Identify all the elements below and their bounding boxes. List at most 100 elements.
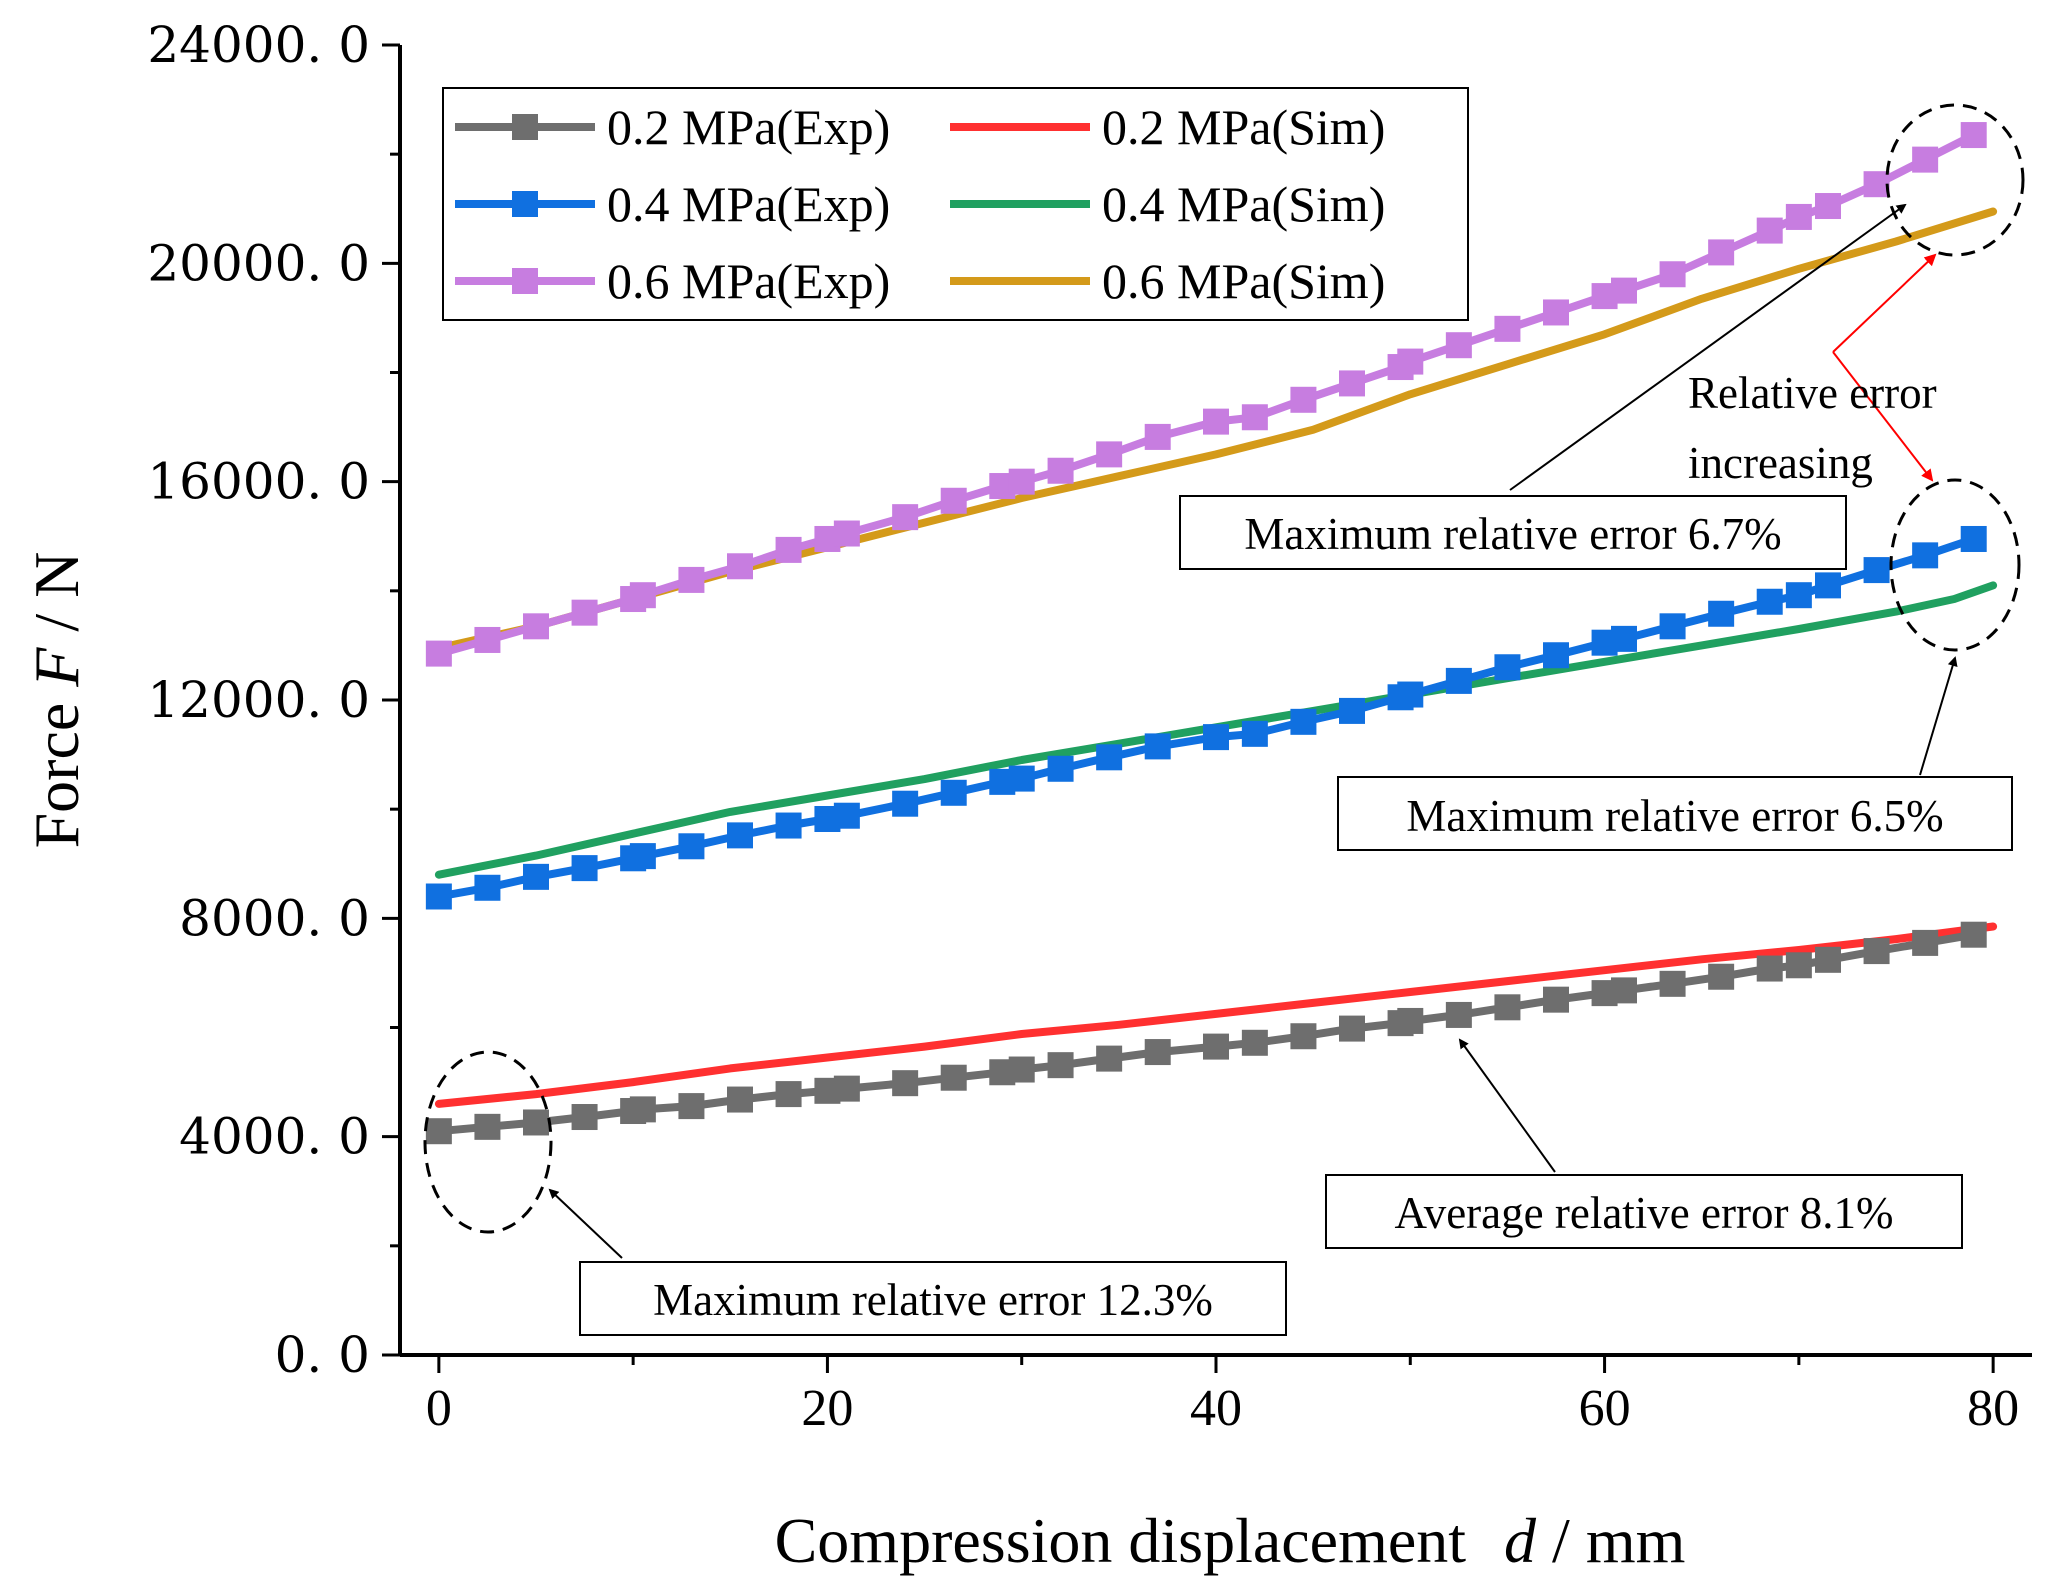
legend-items: 0.2 MPa(Exp) 0.2 MPa(Sim) 0.4 MPa(Exp) 0.4 … (455, 99, 1385, 309)
data-point (1960, 525, 1987, 552)
data-point (678, 833, 705, 860)
legend-item: 0.4 MPa(Exp) (455, 176, 890, 232)
y-axis-title: Force F / N (21, 552, 92, 849)
series-0-2-mpa-exp- (425, 921, 1987, 1145)
data-point (425, 883, 452, 910)
data-point (1785, 952, 1812, 979)
legend-label: 0.2 MPa(Exp) (607, 99, 890, 155)
x-axis-title-var: d (1504, 1505, 1537, 1576)
data-point (1397, 348, 1424, 375)
annotation-relative-increasing: Relative error increasing (1688, 368, 1937, 488)
x-tick-label: 60 (1579, 1380, 1631, 1437)
data-point (1445, 332, 1472, 359)
data-point (1096, 744, 1123, 771)
legend-item: 0.4 MPa(Sim) (950, 176, 1385, 232)
data-point (571, 855, 598, 882)
data-point (1290, 1023, 1317, 1050)
annotation-text: Maximum relative error 6.5% (1406, 791, 1943, 841)
data-point (1008, 1056, 1035, 1083)
data-point (629, 843, 656, 870)
data-point (1096, 1045, 1123, 1072)
legend-item: 0.2 MPa(Sim) (950, 99, 1385, 155)
series-0-6-mpa-exp- (425, 122, 1987, 667)
arrow-6-7 (1509, 203, 1907, 491)
data-point (833, 1075, 860, 1102)
data-point (571, 1104, 598, 1131)
data-point (1397, 681, 1424, 708)
data-point (775, 812, 802, 839)
arrow-8-1 (1458, 1038, 1556, 1173)
data-point (1708, 239, 1735, 266)
x-axis-ticks: 0 20 40 60 80 (426, 1355, 2019, 1437)
data-point (775, 536, 802, 563)
y-tick-label: 4000. 0 (179, 1108, 370, 1166)
data-point (892, 1070, 919, 1097)
annotation-text: Average relative error 8.1% (1395, 1188, 1894, 1238)
data-point (523, 1109, 549, 1136)
ellipse-low-start (423, 1050, 553, 1234)
data-point (727, 553, 753, 580)
data-point (1611, 977, 1637, 1004)
data-point (1047, 1052, 1074, 1079)
data-point (1756, 588, 1783, 615)
x-axis-title-suffix: / mm (1552, 1505, 1685, 1576)
ellipse-mid-end (1889, 478, 2021, 652)
ellipse-high-end (1885, 103, 2025, 257)
x-axis-title-prefix: Compression displacement (775, 1505, 1467, 1576)
legend-label: 0.4 MPa(Exp) (607, 176, 890, 232)
data-point (1203, 724, 1229, 751)
data-point (1912, 929, 1939, 956)
data-point (1144, 1039, 1171, 1066)
data-point (1543, 642, 1569, 669)
annotation-text: Maximum relative error 12.3% (653, 1275, 1213, 1325)
y-tick-label: 0. 0 (275, 1326, 370, 1384)
series-line (434, 581, 1998, 879)
data-point (1241, 1029, 1268, 1056)
legend-label: 0.4 MPa(Sim) (1102, 176, 1385, 232)
x-axis-title: Compression displacement d / mm (775, 1505, 1686, 1576)
y-axis-ticks: 0. 0 4000. 0 8000. 0 12000. 0 16000. 0 20000.… (147, 16, 400, 1384)
data-point (1339, 1015, 1365, 1042)
series-0-4-mpa-sim- (434, 581, 1998, 879)
x-tick-label: 0 (426, 1380, 452, 1437)
data-point (727, 1086, 753, 1113)
data-point (1008, 765, 1035, 792)
data-point (474, 1113, 501, 1140)
series-line (434, 930, 1978, 1136)
y-tick-label: 12000. 0 (147, 671, 370, 729)
data-point (1785, 203, 1812, 230)
annotation-max-6-7: Maximum relative error 6.7% (1179, 495, 1847, 570)
series-layer (425, 122, 1998, 1145)
data-point (1397, 1007, 1424, 1034)
annotation-max-6-5: Maximum relative error 6.5% (1337, 776, 2013, 851)
data-point (1659, 261, 1686, 288)
y-tick-label: 24000. 0 (147, 16, 370, 74)
data-point (629, 582, 656, 609)
data-point (425, 640, 452, 667)
data-point (1815, 572, 1841, 599)
data-point (1543, 986, 1569, 1013)
data-point (1785, 582, 1812, 609)
data-point (1241, 404, 1268, 431)
data-point (678, 566, 705, 593)
data-point (1543, 299, 1569, 326)
arrow-6-5 (1919, 656, 1958, 776)
data-point (940, 1064, 967, 1091)
data-point (1290, 386, 1317, 413)
data-point (940, 487, 967, 514)
data-point (1047, 755, 1074, 782)
x-tick-label: 20 (801, 1380, 853, 1437)
data-point (940, 779, 967, 806)
data-point (1611, 625, 1637, 652)
data-point (571, 599, 598, 626)
legend-label: 0.6 MPa(Exp) (607, 253, 890, 309)
data-point (727, 822, 753, 849)
data-point (1815, 193, 1841, 220)
data-point (1144, 733, 1171, 760)
legend-item: 0.2 MPa(Exp) (455, 99, 890, 155)
annotation-box (579, 1261, 1287, 1336)
data-point (1494, 654, 1521, 681)
data-point (1659, 970, 1686, 997)
x-tick-label: 40 (1190, 1380, 1242, 1437)
data-point (1912, 542, 1939, 569)
